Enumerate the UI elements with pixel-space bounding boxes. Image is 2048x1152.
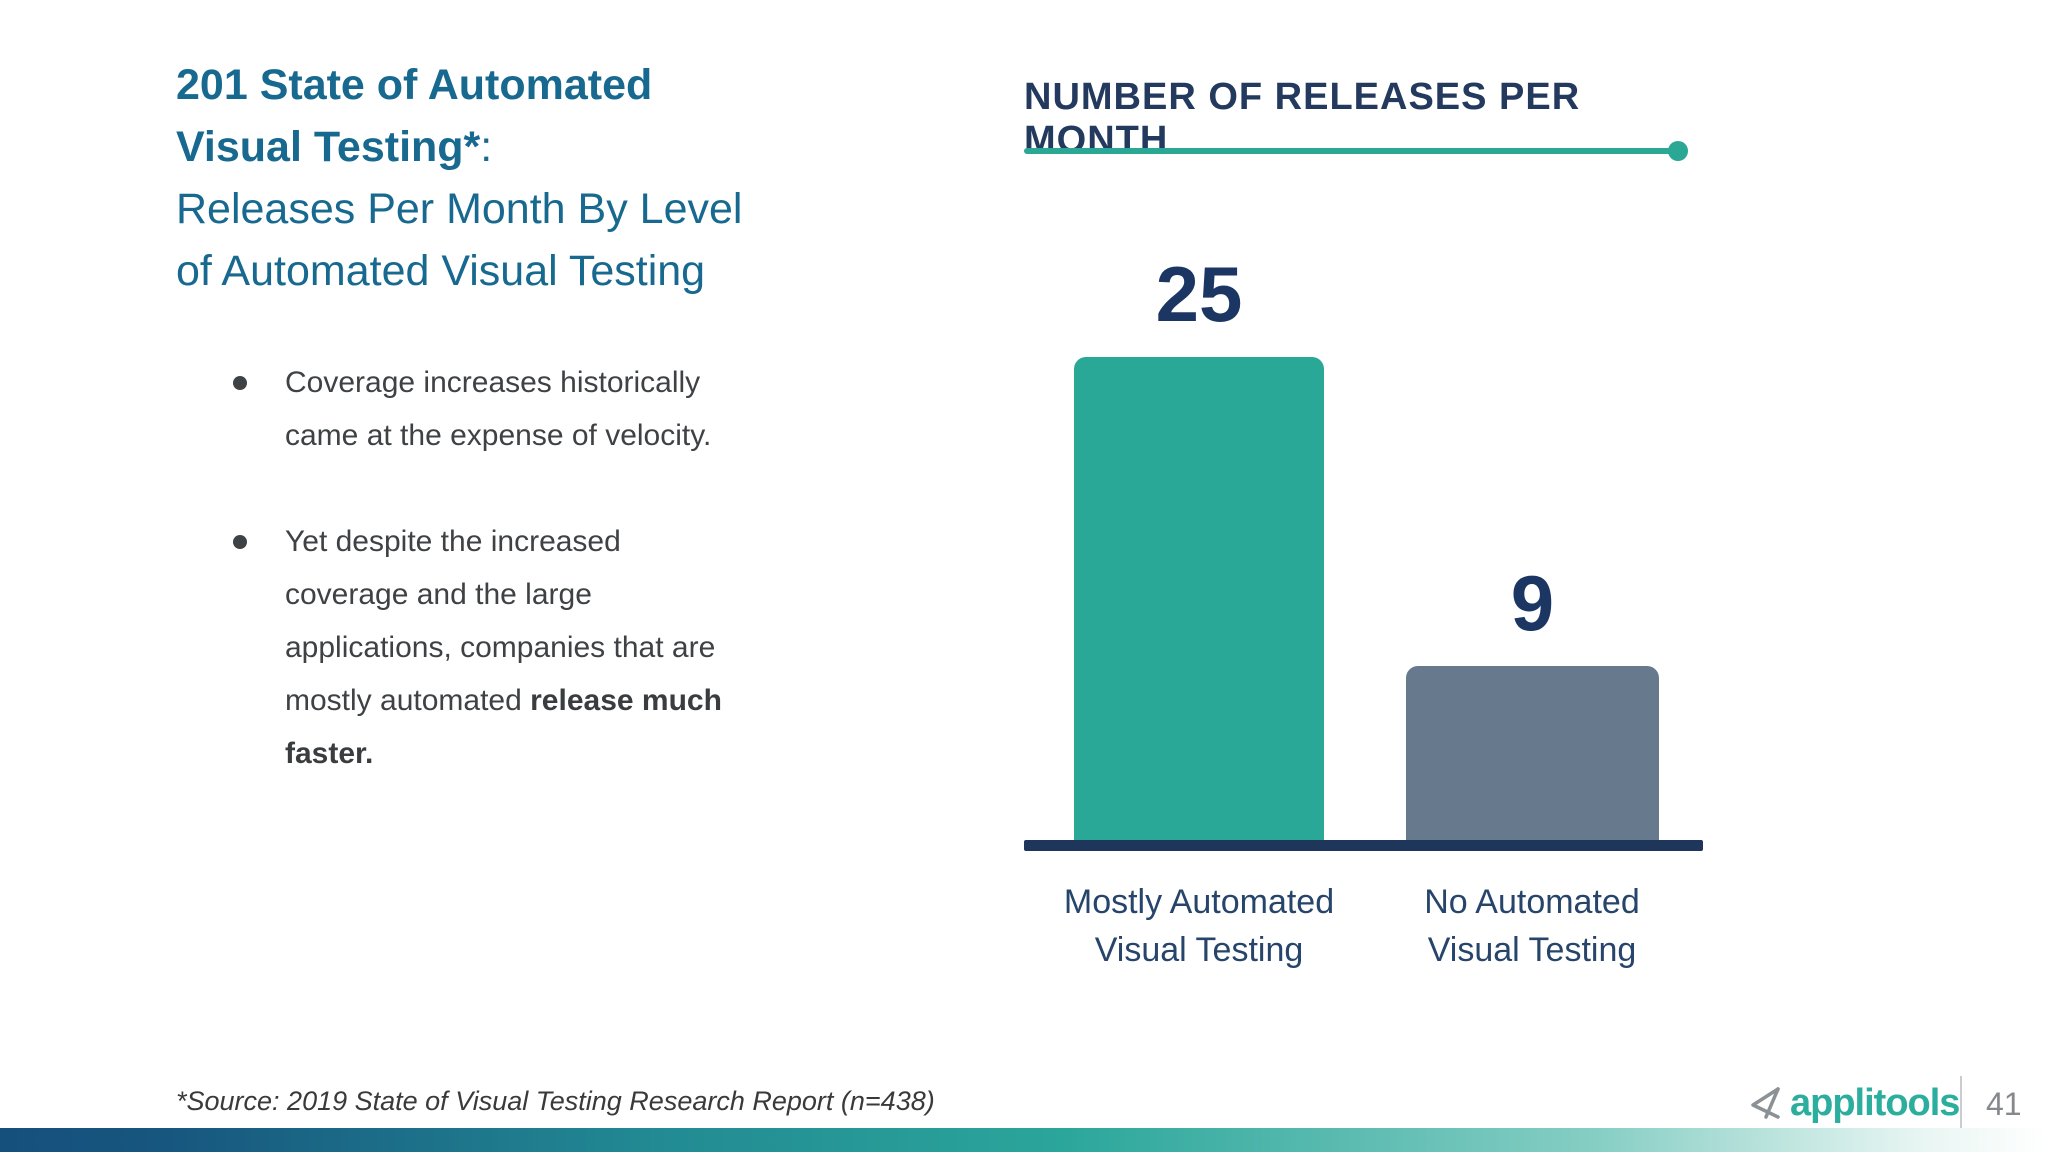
bar-value-label: 25 — [1155, 250, 1243, 338]
bullet-item: Yet despite the increased coverage and t… — [233, 515, 737, 780]
category-label: No Automated Visual Testing — [1424, 883, 1640, 969]
x-axis-line — [1024, 840, 1703, 851]
bullet-dot-icon — [233, 535, 247, 549]
bar — [1406, 666, 1659, 840]
bar-column: 9 — [1406, 564, 1659, 840]
title-line-2: Visual Testing*: — [176, 123, 493, 171]
brand-wordmark: applitools — [1790, 1082, 1960, 1124]
title-line-3: Releases Per Month By Level — [176, 185, 743, 233]
bullet-text: Yet despite the increased coverage and t… — [285, 525, 716, 717]
category-label: Mostly Automated Visual Testing — [1063, 883, 1335, 969]
bullet-text: Coverage increases historically came at … — [285, 366, 712, 452]
bullet-text: release much faster. — [285, 684, 722, 770]
title-line-1: 201 State of Automated — [176, 61, 653, 109]
page-title: 201 State of Automated Visual Testing*: … — [176, 54, 876, 302]
chart-title-underline — [1024, 141, 1688, 161]
applitools-logo: applitools — [1748, 1082, 1960, 1125]
title-line-4: of Automated Visual Testing — [176, 247, 706, 295]
bullet-item: Coverage increases historically came at … — [233, 356, 737, 462]
bullet-list: Coverage increases historically came at … — [233, 356, 753, 833]
bar — [1074, 357, 1324, 840]
bar-column: 25 — [1074, 255, 1324, 840]
bottom-gradient-bar — [0, 1128, 2048, 1152]
paper-plane-icon — [1751, 1086, 1780, 1119]
source-footnote: *Source: 2019 State of Visual Testing Re… — [176, 1086, 935, 1116]
bar-value-label: 9 — [1510, 559, 1555, 647]
footer-divider — [1960, 1076, 1962, 1128]
page-number: 41 — [1986, 1086, 2022, 1122]
underline-dot — [1668, 141, 1688, 161]
bullet-dot-icon — [233, 376, 247, 390]
chart-title: NUMBER OF RELEASES PER MONTH — [1024, 76, 1581, 161]
